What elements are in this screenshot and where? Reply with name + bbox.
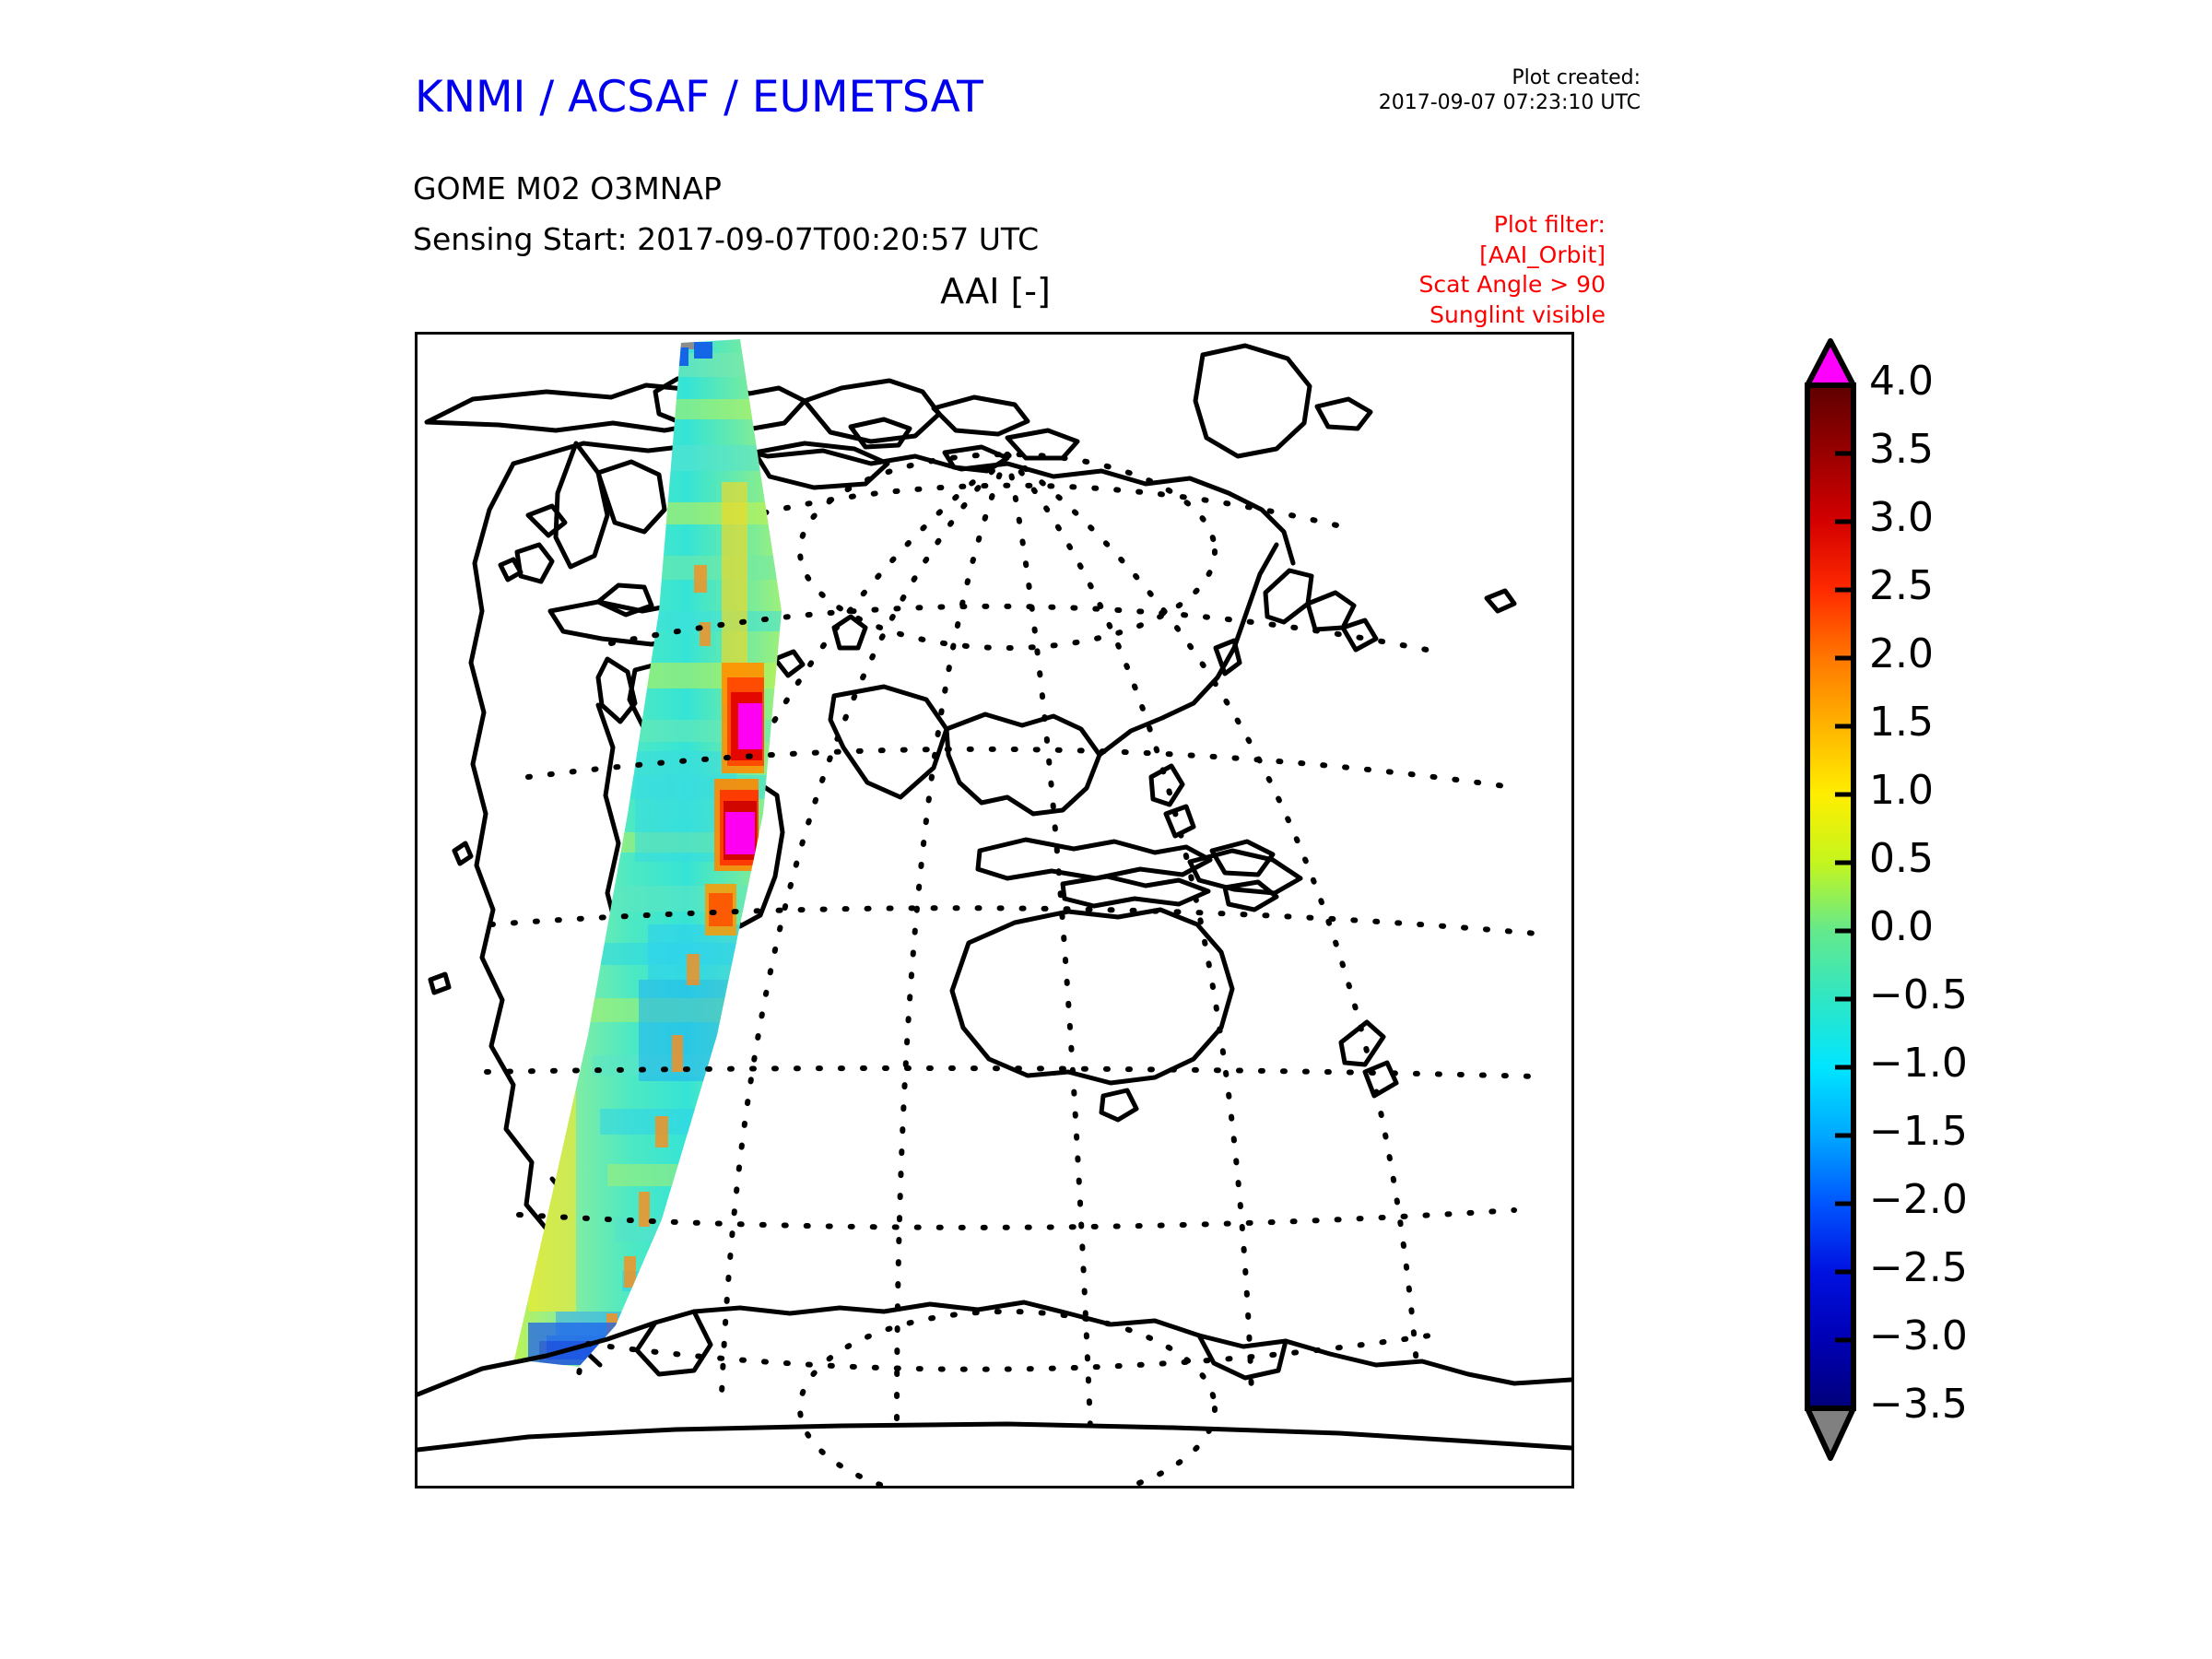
colorbar-tick-label-0.0: 0.0 [1869, 903, 1934, 950]
colorbar-tick-label-4.0: 4.0 [1869, 358, 1934, 405]
colorbar-ticks [1835, 382, 1853, 1411]
organisation-title: KNMI / ACSAF / EUMETSAT [415, 72, 983, 123]
page-title: AAI [-] [940, 271, 1051, 312]
colorbar-tick-label-3.0: 3.0 [1869, 494, 1934, 541]
colorbar-over-arrow [1805, 338, 1856, 388]
colorbar-canvas [1805, 338, 1856, 1461]
colorbar-under-arrow [1805, 1406, 1856, 1461]
colorbar-body [1805, 382, 1856, 1411]
plot-filter-scat-angle: Scat Angle > 90 [1418, 271, 1606, 298]
colorbar-tick-label-neg3.5: −3.5 [1869, 1381, 1968, 1428]
colorbar-tick-label-neg3.0: −3.0 [1869, 1312, 1968, 1359]
plot-created-timestamp: 2017-09-07 07:23:10 UTC [1378, 90, 1641, 114]
colorbar-tick-label-neg1.5: −1.5 [1869, 1108, 1968, 1155]
colorbar-tick-label-1.5: 1.5 [1869, 699, 1934, 746]
plot-filter-sunglint: Sunglint visible [1430, 300, 1606, 328]
colorbar-tick-label-neg2.5: −2.5 [1869, 1244, 1968, 1291]
colorbar: 4.0 3.5 3.0 2.5 2.0 1.5 1.0 0.5 0.0 −0.5… [1797, 332, 2101, 1521]
plot-filter-label: Plot filter: [1493, 211, 1606, 238]
colorbar-tick-label-1.0: 1.0 [1869, 767, 1934, 814]
plot-filter-block: Plot filter: [AAI_Orbit] Scat Angle > 90… [1263, 210, 1606, 330]
graticule-overlay [514, 452, 782, 1367]
colorbar-tick-label-3.5: 3.5 [1869, 426, 1934, 473]
map-plot-area [415, 332, 1574, 1488]
colorbar-tick-label-neg0.5: −0.5 [1869, 971, 1968, 1018]
colorbar-tick-label-2.5: 2.5 [1869, 562, 1934, 609]
plot-created-block: Plot created: 2017-09-07 07:23:10 UTC [1198, 66, 1641, 116]
plot-filter-name: [AAI_Orbit] [1479, 241, 1606, 268]
colorbar-tick-label-neg1.0: −1.0 [1869, 1040, 1968, 1087]
plot-created-label: Plot created: [1512, 66, 1641, 89]
map-canvas [418, 339, 1571, 1486]
colorbar-tick-label-0.5: 0.5 [1869, 835, 1934, 882]
colorbar-tick-label-2.0: 2.0 [1869, 630, 1934, 677]
product-line: GOME M02 O3MNAP [413, 171, 722, 206]
colorbar-tick-label-neg2.0: −2.0 [1869, 1176, 1968, 1223]
sensing-start-line: Sensing Start: 2017-09-07T00:20:57 UTC [413, 221, 1040, 257]
sunglint-region [705, 663, 764, 935]
